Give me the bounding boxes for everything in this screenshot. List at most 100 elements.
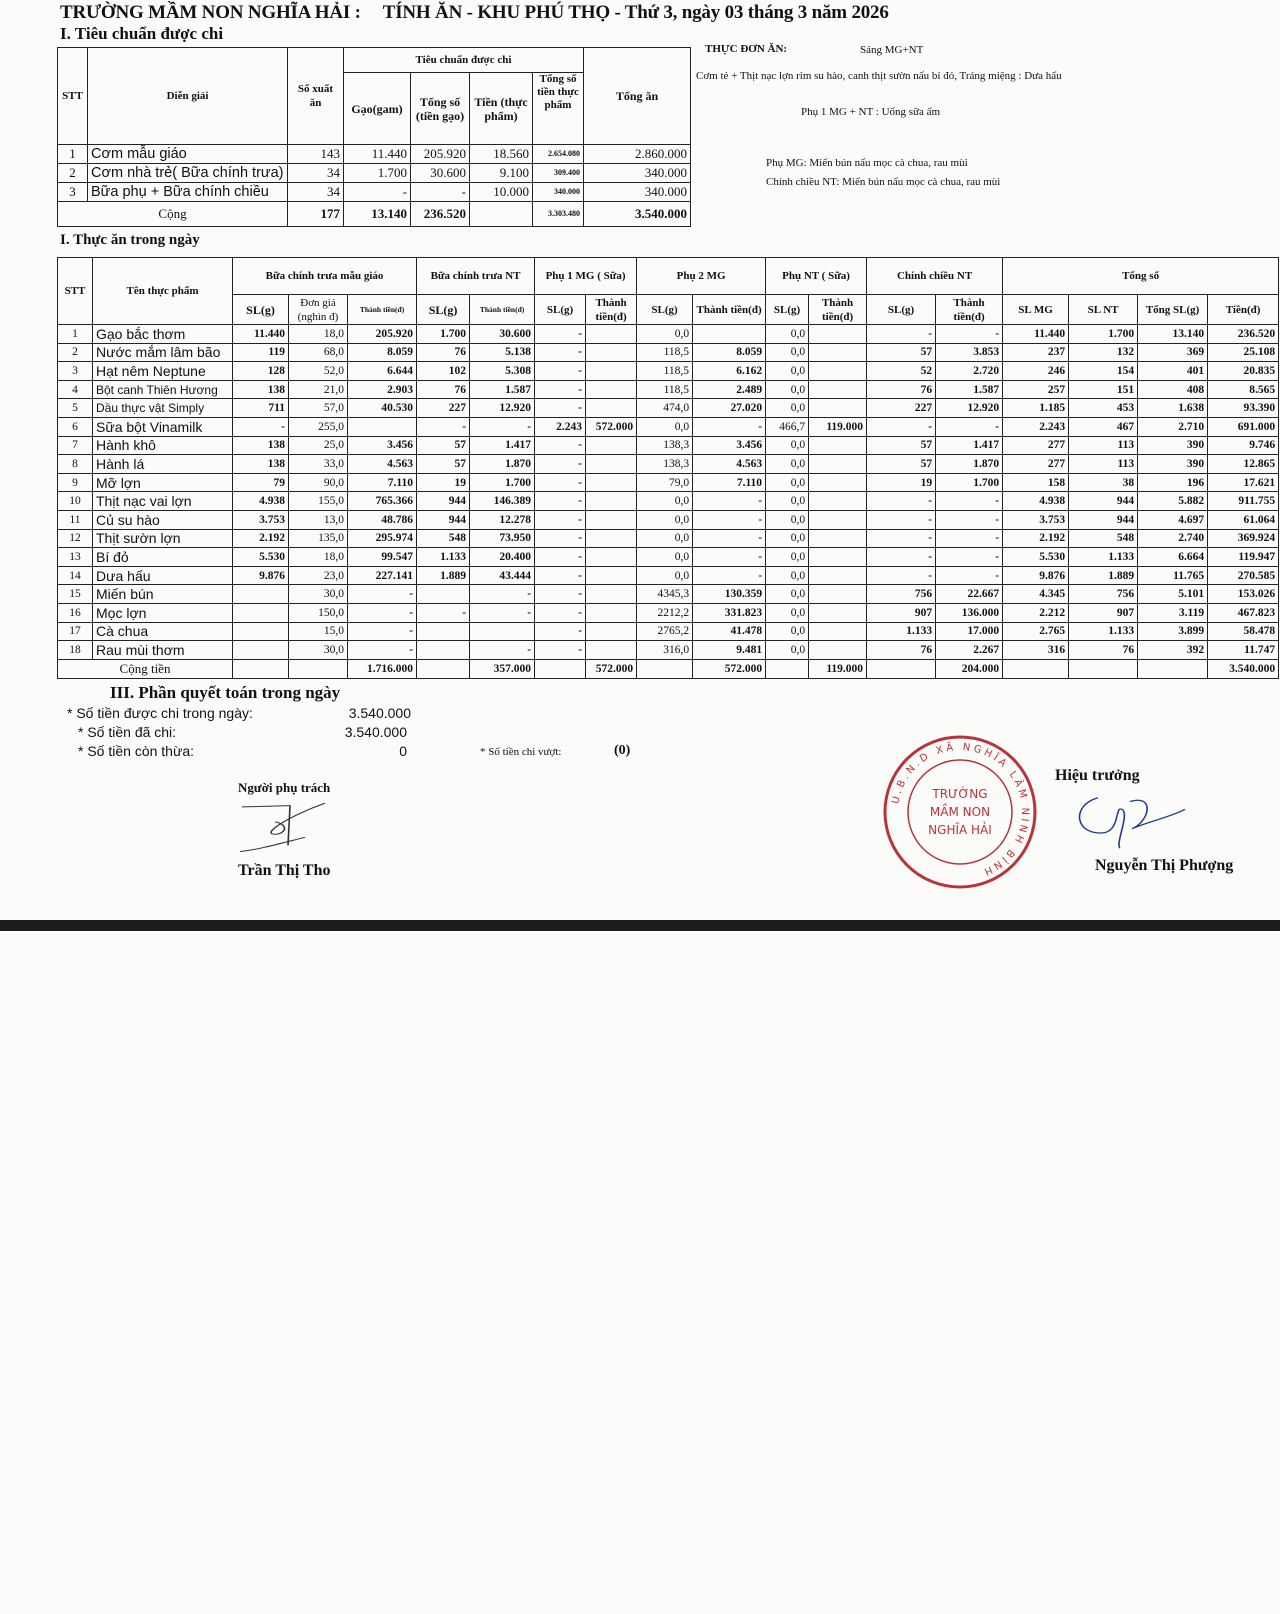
cell-p1-sl: - <box>534 361 587 381</box>
cell-food-name: Thịt nạc vai lợn <box>92 491 233 511</box>
cell-mg-sl <box>232 640 289 660</box>
remaining-label: * Số tiền còn thừa: <box>78 743 194 759</box>
table-row: 16 Mọc lợn 150,0- - - -2212,2 331.823 0,0 907 136… <box>57 602 1280 623</box>
cell-p2-sl: 118,5 <box>636 342 694 363</box>
cell-p1-amount <box>585 379 638 400</box>
cell-mg-amount: 6.644 <box>346 361 418 381</box>
cell-cc-amount: 136.000 <box>935 602 1004 623</box>
table-row: 10 Thịt nạc vai lợn 4.938 155,0 765.366 944 14… <box>57 491 1280 511</box>
cell-nt-amount: 12.278 <box>469 509 536 530</box>
cell-p2-sl: 118,5 <box>636 361 694 381</box>
cell-nt-amount: 146.389 <box>469 491 536 511</box>
cell-mg-sl: 5.530 <box>232 547 289 567</box>
document-title: TÍNH ĂN - KHU PHÚ THỌ - Thứ 3, ngày 03 t… <box>382 2 889 23</box>
cell-mg-amount: 48.786 <box>346 509 418 530</box>
left-signature <box>239 802 326 853</box>
cell-mg-price: 155,0 <box>288 491 348 511</box>
cell-total-sl-mg: 2.192 <box>1002 528 1070 549</box>
col-sl: SL(g) <box>534 294 587 325</box>
cell-pnt-sl: 0,0 <box>765 435 810 456</box>
cell-food-name: Sữa bột Vinamilk <box>92 416 233 437</box>
cell-p2-sl: 138,3 <box>636 454 694 474</box>
table-row: 1 Gạo bắc thơm 11.440 18,0 205.920 1.700 30.60… <box>57 324 1280 344</box>
cell-mg-sl: 119 <box>232 342 289 363</box>
cell-nt-sl: 76 <box>416 342 471 363</box>
cell-mg-price: 23,0 <box>288 565 348 586</box>
cell-p1-sl: - <box>534 640 587 660</box>
cell-nt-amount: 1.700 <box>469 472 536 493</box>
table-row: 4 Bột canh Thiên Hương 138 21,0 2.903 76 1.587… <box>57 379 1280 400</box>
cell-p1-sl: - <box>534 454 587 474</box>
cell-total-sl: 1.638 <box>1137 398 1209 418</box>
cell-stt: 6 <box>57 416 93 437</box>
cell-total-amount: 236.520 <box>1207 324 1280 344</box>
cell-mg-price: 18,0 <box>288 547 348 567</box>
empty-cell <box>416 658 471 679</box>
cell-total-amount: 270.585 <box>1207 565 1280 586</box>
col-group-nt: Bữa chính trưa NT <box>416 257 536 295</box>
cell-total-sl: 13.140 <box>1137 324 1209 344</box>
cell-total-sl: 5.101 <box>1137 584 1209 604</box>
cell-cc-sl: 76 <box>866 640 937 660</box>
cell-mg-price: 30,0 <box>288 640 348 660</box>
total-row: Cộng tiền 1.716.000 357.000 572.000 572.000 1… <box>57 658 1280 679</box>
total-label: Cộng tiền <box>57 658 233 679</box>
table-row: 18 Rau mùi thơm 30,0- - -316,0 9.481 0,0 76 2.26… <box>57 640 1280 660</box>
cell-total-sl-nt: 132 <box>1068 342 1139 363</box>
cell-mg-price: 150,0 <box>288 602 348 623</box>
cell-p2-sl: 2212,2 <box>636 602 694 623</box>
cell-pnt-amount <box>808 324 868 344</box>
cell-p1-sl: - <box>534 435 587 456</box>
cell-food-name: Hành lá <box>92 454 233 474</box>
cell-total-sl: 408 <box>1137 379 1209 400</box>
cell-p2-sl: 138,3 <box>636 435 694 456</box>
cell-total-sl: 2.740 <box>1137 528 1209 549</box>
cell-nt-amount: - <box>469 416 536 437</box>
cell-total: 2.860.000 <box>583 144 691 164</box>
cell-p1-amount <box>585 565 638 586</box>
cell-total-sl-nt: 907 <box>1068 602 1139 623</box>
cell-cc-sl: 52 <box>866 361 937 381</box>
cell-pnt-sl: 0,0 <box>765 398 810 418</box>
table-row: 7 Hành khô 138 25,0 3.456 57 1.417-138,3 3.456 0… <box>57 435 1280 456</box>
cell-p1-amount <box>585 491 638 511</box>
cell-pnt-amount <box>808 342 868 363</box>
cell-mg-price: 25,0 <box>288 435 348 456</box>
cell-cc-sl: 76 <box>866 379 937 400</box>
col-group-total: Tổng số <box>1002 257 1280 295</box>
cell-p1-sl: 2.243 <box>534 416 587 437</box>
cell-mg-price: 52,0 <box>288 361 348 381</box>
col-sl: SL(g) <box>232 294 289 325</box>
cell-p1-sl: - <box>534 491 587 511</box>
cell-total-sl-nt: 548 <box>1068 528 1139 549</box>
cell-mg-price: 13,0 <box>288 509 348 530</box>
cell-stt: 13 <box>57 547 93 567</box>
cell-mg-amount: - <box>346 584 418 604</box>
menu-snack1: Phụ 1 MG + NT : Uống sữa ấm <box>801 106 941 118</box>
total-cc: 204.000 <box>935 658 1004 679</box>
cell-food-name: Hành khô <box>92 435 233 456</box>
cell-nt-sl: - <box>416 602 471 623</box>
total-row: Cộng 177 13.140 236.520 3.303.480 3.540.000 <box>57 201 691 227</box>
cell-food-name: Dưa hấu <box>92 565 233 586</box>
table-row: 9 Mỡ lợn 79 90,0 7.110 19 1.700-79,0 7.110 0,0 19… <box>57 472 1280 493</box>
cell-pnt-amount <box>808 398 868 418</box>
cell-mg-amount: 99.547 <box>346 547 418 567</box>
spent-label: * Số tiền đã chi: <box>78 724 177 740</box>
cell-p2-amount: - <box>692 491 767 511</box>
cell-pnt-sl: 0,0 <box>765 584 810 604</box>
cell-mg-sl: 138 <box>232 454 289 474</box>
col-thanh-tien: Thành tiền(đ) <box>585 294 638 325</box>
col-tong-sl: Tổng SL(g) <box>1137 294 1209 325</box>
cell-rice-money: - <box>410 182 470 202</box>
col-thanh-tien: Thành tiền(đ) <box>935 294 1004 325</box>
cell-pnt-sl: 0,0 <box>765 528 810 549</box>
cell-total-sl: 369 <box>1137 342 1209 363</box>
cell-p2-amount: 6.162 <box>692 361 767 381</box>
cell-food-name: Củ su hào <box>92 509 233 530</box>
menu-snack-mg: Phụ MG: Miến bún nấu mọc cà chua, rau mù… <box>766 157 968 169</box>
cell-nt-sl: 76 <box>416 379 471 400</box>
cell-mg-amount: 8.059 <box>346 342 418 363</box>
cell-total-amount: 58.478 <box>1207 621 1280 642</box>
cell-cc-sl: - <box>866 491 937 511</box>
